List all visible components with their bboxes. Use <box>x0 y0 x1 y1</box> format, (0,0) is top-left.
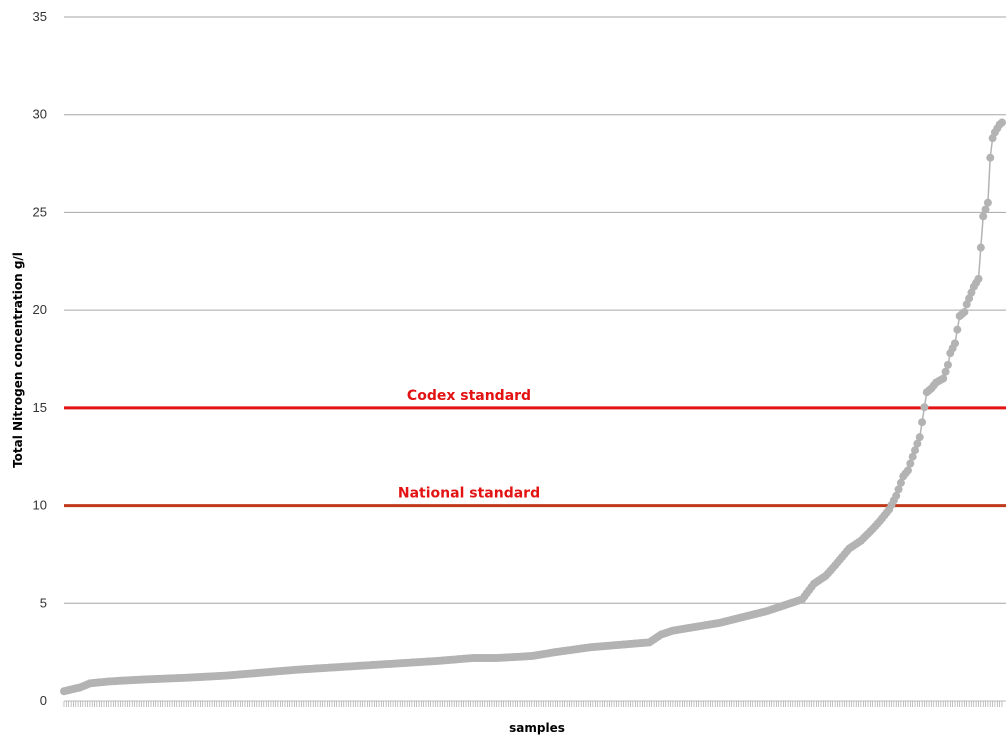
data-point <box>983 198 992 207</box>
y-axis-title: Total Nitrogen concentration g/l <box>11 252 25 468</box>
y-tick-labels: 0 5 10 15 20 25 30 35 <box>33 9 47 708</box>
data-point <box>974 274 983 283</box>
y-tick-label: 0 <box>40 693 47 708</box>
gridlines <box>64 16 1006 702</box>
y-tick-label: 5 <box>40 595 47 610</box>
y-tick-label: 30 <box>33 107 47 122</box>
y-tick-label: 15 <box>33 400 47 415</box>
data-point <box>939 374 948 383</box>
data-point <box>953 325 962 334</box>
x-tick-marks <box>63 701 1003 707</box>
y-tick-label: 10 <box>33 498 47 513</box>
reference-line-label: Codex standard <box>407 388 531 404</box>
x-tick-marks-path <box>63 701 1003 707</box>
y-tick-label: 20 <box>33 302 47 317</box>
data-point <box>920 403 929 412</box>
data-point <box>979 212 988 221</box>
data-point <box>896 478 905 487</box>
data-point <box>960 308 969 317</box>
data-point <box>911 446 920 455</box>
data-point <box>918 418 927 427</box>
data-point <box>950 339 959 348</box>
reference-lines: Codex standard National standard <box>64 388 1006 508</box>
data-point <box>908 452 917 461</box>
data-point <box>943 360 952 369</box>
data-point <box>941 367 950 376</box>
data-series <box>60 118 1006 696</box>
data-point <box>915 433 924 442</box>
data-point <box>906 459 915 468</box>
data-point <box>913 439 922 448</box>
data-point <box>986 153 995 162</box>
data-point <box>892 491 901 500</box>
y-tick-label: 25 <box>33 204 47 219</box>
data-point <box>903 466 912 475</box>
y-tick-label: 35 <box>33 9 47 24</box>
data-point <box>976 243 985 252</box>
reference-line-label: National standard <box>398 486 540 502</box>
data-point <box>998 118 1006 127</box>
data-point <box>981 205 990 214</box>
x-axis-title: samples <box>509 721 565 735</box>
data-point <box>894 485 903 494</box>
